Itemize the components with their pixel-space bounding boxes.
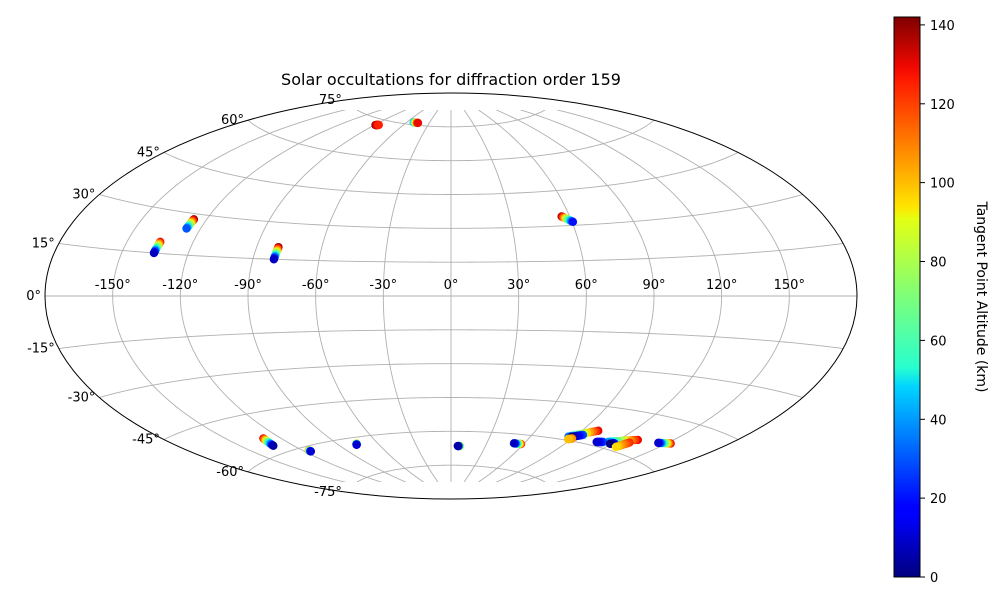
latitude-tick-label: -30°: [68, 391, 96, 406]
longitude-tick-labels: -150° -120° -90° -60° -30° 0° 30° 60° 90° 120° 150…: [95, 278, 805, 293]
occultation-point: [306, 447, 316, 456]
longitude-tick-label: 120°: [706, 278, 737, 293]
latitude-tick-label: -75°: [314, 485, 342, 500]
longitude-tick-label: -120°: [162, 278, 198, 293]
occultation-point: [563, 434, 573, 444]
longitude-tick-label: 150°: [774, 278, 805, 293]
colorbar-tick-label: 60: [930, 334, 947, 349]
map-outline: [44, 92, 858, 500]
occultation-point: [182, 224, 191, 233]
latitude-tick-label: 30°: [72, 188, 95, 203]
occultation-point: [654, 438, 663, 448]
colorbar-tick-label: 120: [930, 98, 955, 113]
longitude-tick-label: 60°: [575, 278, 598, 293]
parallel-line: [247, 119, 655, 162]
latitude-tick-label: -60°: [216, 465, 244, 480]
longitude-tick-label: -60°: [302, 278, 330, 293]
longitude-tick-label: -90°: [234, 278, 262, 293]
occultation-point: [269, 255, 279, 264]
longitude-tick-label: 0°: [444, 278, 459, 293]
colorbar: 0 20 40 60 80 100 120 140 Tangent Point Altitud…: [893, 16, 989, 586]
latitude-tick-label: 60°: [221, 113, 244, 128]
latitude-tick-label: -45°: [132, 433, 160, 448]
colorbar-label: Tangent Point Altitude (km): [973, 200, 989, 392]
parallel-line: [58, 243, 844, 263]
map-boundary: [44, 92, 858, 500]
parallel-line: [99, 363, 803, 398]
parallel-line: [356, 464, 546, 482]
latitude-tick-label: 0°: [26, 289, 41, 304]
chart-title: Solar occultations for diffraction order…: [281, 70, 621, 89]
occultation-point: [592, 437, 601, 447]
longitude-tick-label: -30°: [369, 278, 397, 293]
longitude-tick-label: 90°: [642, 278, 665, 293]
parallel-line: [163, 152, 739, 195]
colorbar-tick-label: 20: [930, 492, 947, 507]
colorbar-tick-label: 100: [930, 177, 955, 192]
colorbar-tick-label: 140: [930, 19, 955, 34]
parallel-line: [247, 430, 655, 473]
colorbar-tick-label: 0: [930, 571, 938, 586]
parallel-line: [356, 110, 546, 128]
colorbar-tick-label: 80: [930, 256, 947, 271]
occultation-point: [568, 217, 578, 227]
parallel-line: [99, 194, 803, 229]
occultation-point: [453, 441, 463, 451]
colorbar-gradient: [893, 16, 921, 578]
occultation-point: [611, 442, 621, 452]
latitude-tick-label: 75°: [319, 93, 342, 108]
occultation-point: [352, 440, 361, 449]
occultation-point: [149, 248, 159, 258]
occultation-point: [509, 439, 519, 448]
parallel-line: [58, 329, 844, 349]
occultation-point: [413, 118, 423, 128]
longitude-tick-label: 30°: [507, 278, 530, 293]
latitude-tick-label: 45°: [137, 146, 160, 161]
colorbar-ticks: 0 20 40 60 80 100 120 140: [920, 19, 955, 586]
occultation-point: [269, 441, 278, 450]
map-grid: [45, 110, 857, 482]
longitude-tick-label: -150°: [95, 278, 131, 293]
occultation-points: [149, 118, 675, 456]
latitude-tick-labels: -75° -60° -45° -30° -15° 0° 15° 30° 45° 60° 75°: [26, 93, 342, 500]
latitude-tick-label: -15°: [27, 342, 55, 357]
occultation-point: [374, 120, 383, 130]
latitude-tick-label: 15°: [32, 237, 55, 252]
colorbar-tick-label: 40: [930, 413, 947, 428]
parallel-line: [163, 397, 739, 440]
